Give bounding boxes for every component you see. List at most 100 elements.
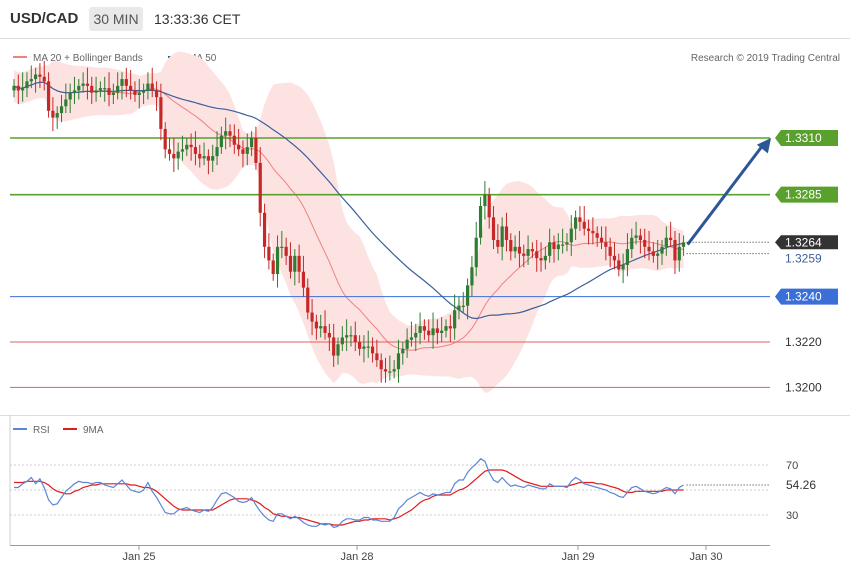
candle-body [12, 85, 16, 91]
candle [124, 67, 128, 98]
candle-body [77, 85, 81, 91]
candle [608, 237, 612, 268]
candle-body [271, 260, 275, 274]
candle-body [487, 194, 491, 218]
candle [401, 342, 405, 365]
candle [90, 76, 94, 104]
ma50-path [13, 81, 684, 320]
candle [362, 335, 366, 363]
candle-body [107, 88, 111, 95]
candle-body [630, 237, 634, 250]
candle-body [137, 92, 141, 95]
candle-body [163, 128, 167, 150]
candle [414, 323, 418, 352]
candle-body [504, 226, 509, 240]
candle [42, 60, 46, 91]
candle [224, 117, 228, 150]
candle [16, 74, 20, 104]
candle-body [370, 346, 375, 354]
candle-body [21, 88, 25, 91]
candle-body [68, 92, 72, 100]
candle-body [435, 328, 439, 333]
candle-body [474, 237, 478, 268]
time-axis: Jan 25 Jan 28 Jan 29 Jan 30 [9, 415, 770, 563]
candle-body [396, 353, 401, 370]
candle-body [224, 131, 228, 136]
candle [509, 233, 513, 261]
candle [466, 278, 470, 320]
ma20-line [13, 81, 684, 351]
level-tag-1.3240 [775, 288, 838, 305]
candle [159, 83, 163, 141]
candle [517, 230, 522, 268]
candle-body [34, 74, 38, 80]
candle [116, 72, 120, 100]
candle [172, 138, 176, 172]
candle [129, 70, 133, 100]
candle [612, 242, 617, 270]
candle-body [254, 138, 258, 163]
candle-body [427, 330, 431, 336]
candle [185, 138, 189, 157]
candle-body [483, 194, 487, 206]
candle [310, 298, 314, 336]
candle [133, 81, 137, 102]
rsi-line [14, 458, 684, 529]
candle [293, 249, 297, 286]
candle-body [46, 81, 51, 111]
candle-body [509, 240, 513, 252]
candle [262, 203, 267, 259]
candle-body [660, 246, 664, 254]
candle-body [241, 149, 245, 154]
candle-body [578, 217, 582, 222]
rsi-last-label: 54.26 [786, 478, 816, 492]
candle [474, 221, 478, 277]
candle-body [543, 255, 547, 261]
candle-body [176, 151, 180, 159]
candle-body [561, 244, 565, 246]
candlestick-series [12, 60, 686, 383]
candle-body [293, 255, 297, 272]
candle-body [478, 206, 483, 238]
candle [664, 226, 668, 256]
time-tick-label: Jan 29 [561, 551, 594, 563]
candle [327, 323, 331, 352]
candle [440, 317, 444, 342]
candle [254, 126, 258, 170]
candle-body [422, 326, 426, 331]
candle-body [172, 153, 176, 159]
candle-body [358, 342, 362, 349]
candle-body [409, 337, 414, 340]
candle [669, 221, 673, 247]
rsi-legend-label: RSI [33, 425, 50, 436]
candle-body [94, 90, 98, 93]
candle-body [574, 217, 578, 229]
candle-body [42, 76, 46, 82]
rsi-ma-legend-label: 9MA [83, 425, 104, 436]
time-tick-label: Jan 30 [689, 551, 722, 563]
candle-body [59, 106, 64, 114]
candle [539, 242, 543, 272]
candle-body [353, 335, 357, 342]
candle-body [159, 97, 163, 129]
candle [444, 319, 448, 338]
candle-body [405, 339, 409, 349]
candle-body [25, 81, 29, 89]
candle-body [466, 285, 470, 306]
candle-body [258, 162, 262, 213]
candle-body [142, 90, 146, 93]
candle-body [185, 144, 189, 150]
level-label-1.3240: 1.3240 [785, 290, 822, 304]
candle [55, 106, 59, 129]
candle-body [444, 326, 448, 331]
candle-body [366, 346, 370, 348]
candle [422, 319, 426, 340]
candle [431, 312, 435, 349]
candle-body [211, 156, 215, 161]
candle-body [414, 332, 418, 338]
timestamp-label: 13:33:36 CET [154, 11, 241, 27]
candle [435, 319, 439, 345]
interval-selector[interactable]: 30 MIN [89, 7, 143, 31]
price-levels [10, 137, 770, 388]
candle-body [556, 244, 560, 250]
